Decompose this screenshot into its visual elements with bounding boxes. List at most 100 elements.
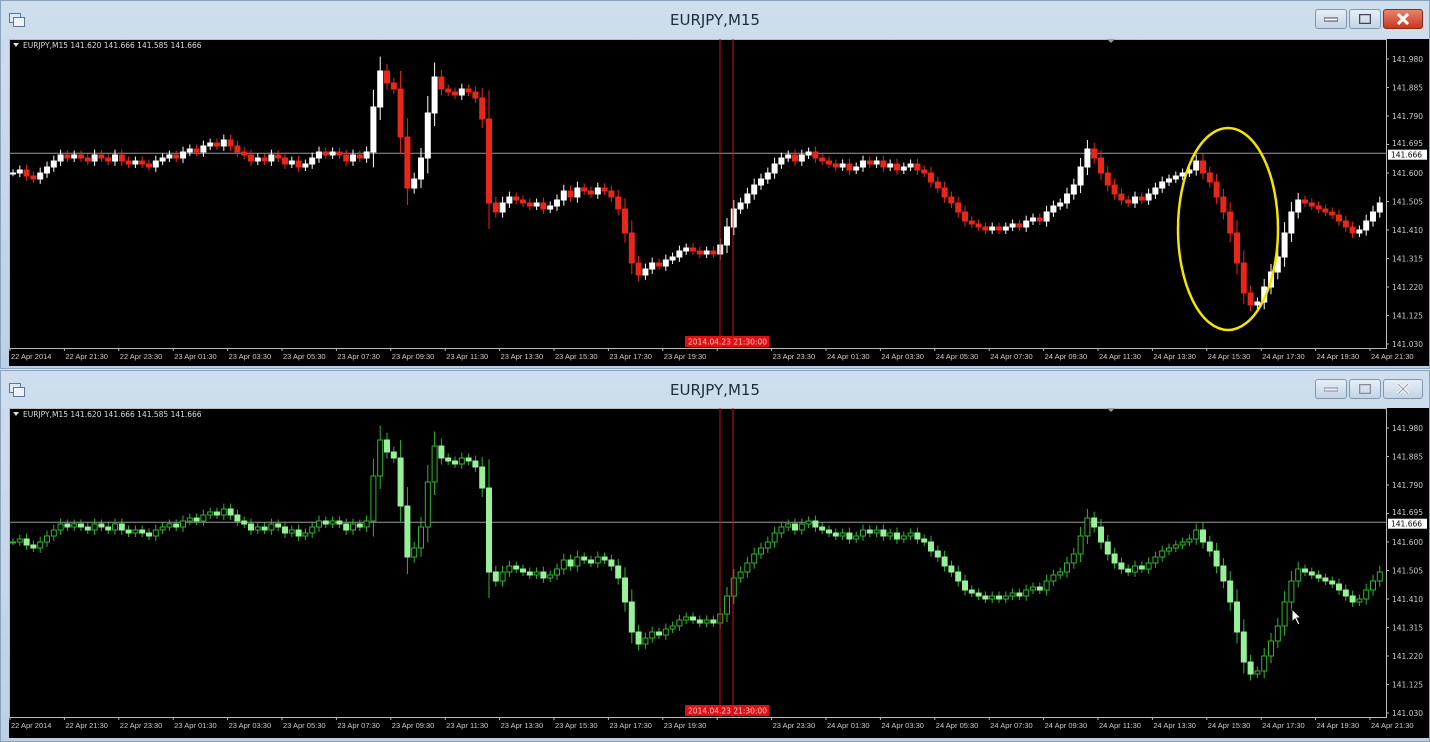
candle-body xyxy=(1132,196,1138,204)
time-label: 23 Apr 13:30 xyxy=(501,721,544,730)
candle-body xyxy=(737,571,744,579)
candle xyxy=(798,149,805,166)
candle-body xyxy=(1138,565,1145,570)
candle xyxy=(1206,166,1213,188)
candle xyxy=(1329,576,1336,589)
time-label: 24 Apr 21:30 xyxy=(1371,352,1414,361)
candle xyxy=(615,189,622,216)
candle-body xyxy=(676,250,683,258)
candle-body xyxy=(615,565,622,579)
maximize-button[interactable] xyxy=(1349,9,1381,29)
candle xyxy=(594,182,601,199)
candle xyxy=(635,624,642,651)
candle xyxy=(91,518,98,535)
candle-body xyxy=(1349,595,1356,603)
candle xyxy=(329,516,336,529)
candle-body xyxy=(676,619,683,627)
candlestick-chart[interactable]: EURJPY,M15 141.620 141.666 141.585 141.6… xyxy=(9,408,1429,738)
candle xyxy=(669,252,676,265)
candle xyxy=(934,545,941,562)
candle-body xyxy=(588,190,594,195)
candle-body xyxy=(1376,202,1383,213)
candle-body xyxy=(696,619,703,624)
candle xyxy=(486,459,492,598)
candle-body xyxy=(941,187,948,198)
candle-body xyxy=(798,523,805,531)
candle-body xyxy=(390,82,397,90)
candle xyxy=(1057,567,1064,580)
minimize-button[interactable] xyxy=(1315,9,1347,29)
price-label: 141.125 xyxy=(1392,681,1423,690)
candle xyxy=(180,515,186,532)
candle-body xyxy=(84,157,91,162)
candle xyxy=(533,567,540,580)
candle-body xyxy=(322,151,329,156)
candle-body xyxy=(710,250,717,255)
candle-body xyxy=(445,88,452,93)
time-cursor-label: 2014.04.23 21:30:00 xyxy=(688,707,767,716)
candle xyxy=(186,144,193,157)
maximize-icon xyxy=(1359,14,1371,24)
price-chart[interactable]: EURJPY,M15 141.620 141.666 141.585 141.6… xyxy=(9,408,1429,738)
candle-body xyxy=(64,154,71,159)
candle xyxy=(499,196,506,218)
maximize-button[interactable] xyxy=(1349,379,1381,399)
candle xyxy=(1179,537,1186,550)
candle-body xyxy=(180,151,186,159)
candle xyxy=(649,257,656,274)
candle-body xyxy=(1308,202,1315,207)
candle xyxy=(472,455,479,472)
candle xyxy=(1308,198,1315,211)
price-label: 141.505 xyxy=(1392,198,1423,207)
candle-body xyxy=(1098,157,1104,174)
candle-body xyxy=(907,532,914,537)
candle-body xyxy=(574,556,581,567)
candle-body xyxy=(642,268,649,276)
candle-body xyxy=(1009,592,1016,597)
candle-body xyxy=(785,523,792,528)
candle xyxy=(207,138,214,151)
candle xyxy=(234,140,241,157)
candle xyxy=(30,171,37,184)
price-label: 141.220 xyxy=(1392,652,1423,661)
close-button[interactable] xyxy=(1383,379,1423,399)
candle-body xyxy=(125,529,132,534)
candle xyxy=(567,185,574,202)
mouse-pointer-icon xyxy=(1291,608,1303,626)
candle-body xyxy=(1023,589,1030,597)
title-bar[interactable]: EURJPY,M15 xyxy=(1,1,1429,38)
minimize-button[interactable] xyxy=(1315,379,1347,399)
candle xyxy=(418,517,424,557)
candle-body xyxy=(1152,187,1159,195)
window-title: EURJPY,M15 xyxy=(670,11,760,29)
candle-body xyxy=(64,523,71,528)
candle-body xyxy=(1329,580,1336,585)
candle xyxy=(105,522,112,535)
candle xyxy=(1329,207,1336,220)
candle xyxy=(390,446,397,463)
minimize-icon xyxy=(1324,387,1338,392)
candle xyxy=(928,535,934,557)
candle xyxy=(1172,540,1179,553)
candle xyxy=(275,150,282,163)
candle xyxy=(1098,149,1104,181)
candle xyxy=(601,183,608,196)
candle-body xyxy=(139,529,146,534)
candle xyxy=(853,531,860,544)
candle xyxy=(1152,182,1159,199)
candle-body xyxy=(1295,199,1302,213)
candle-body xyxy=(1342,589,1349,597)
candle-body xyxy=(792,154,798,162)
candle-body xyxy=(649,631,656,639)
candlestick-chart[interactable]: EURJPY,M15 141.620 141.666 141.585 141.6… xyxy=(9,39,1429,366)
candle xyxy=(907,159,914,172)
candle xyxy=(1166,174,1172,187)
close-button[interactable] xyxy=(1383,9,1423,29)
candle xyxy=(132,525,139,538)
candle-body xyxy=(1213,550,1220,567)
candle-body xyxy=(159,157,166,162)
candle xyxy=(1064,556,1070,578)
price-chart[interactable]: EURJPY,M15 141.620 141.666 141.585 141.6… xyxy=(9,39,1429,366)
candle-body xyxy=(1220,565,1227,582)
title-bar[interactable]: EURJPY,M15 xyxy=(1,371,1429,408)
